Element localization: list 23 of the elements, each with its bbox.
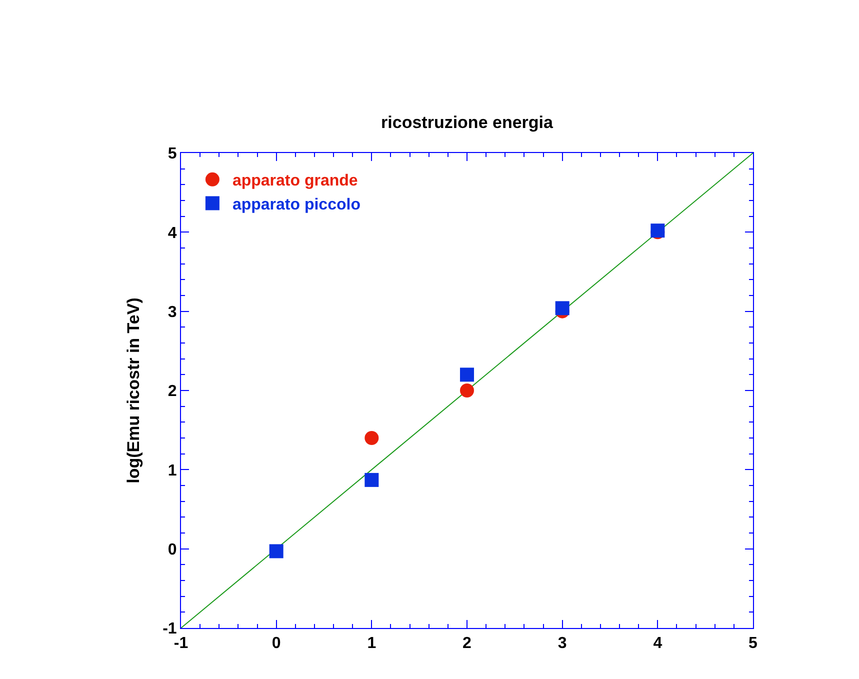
x-tick-label: 1 [367,635,376,652]
point [555,301,570,316]
legend-label: apparato grande [232,172,358,190]
point [269,544,284,558]
y-tick-label: 4 [168,224,177,242]
x-tick-label: 5 [748,635,758,652]
x-tick-label: 0 [272,635,281,652]
legend-label: apparato piccolo [232,196,361,214]
point [364,472,379,487]
y-axis-title: log(Emu ricostr in TeV) [124,298,144,484]
point [364,431,379,445]
y-tick-label: 0 [168,541,177,558]
y-tick-label: 2 [168,383,177,400]
y-tick-label: -1 [162,620,177,638]
x-tick-label: 3 [558,635,567,652]
x-tick-label: 4 [653,635,662,652]
point [460,368,474,382]
point [460,384,474,398]
y-tick-label: 3 [168,304,177,321]
y-tick-label: 5 [168,146,177,163]
y-tick-label: 1 [168,462,177,480]
x-tick-label: 2 [462,635,472,652]
chart-title: ricostruzione energia [381,112,554,132]
